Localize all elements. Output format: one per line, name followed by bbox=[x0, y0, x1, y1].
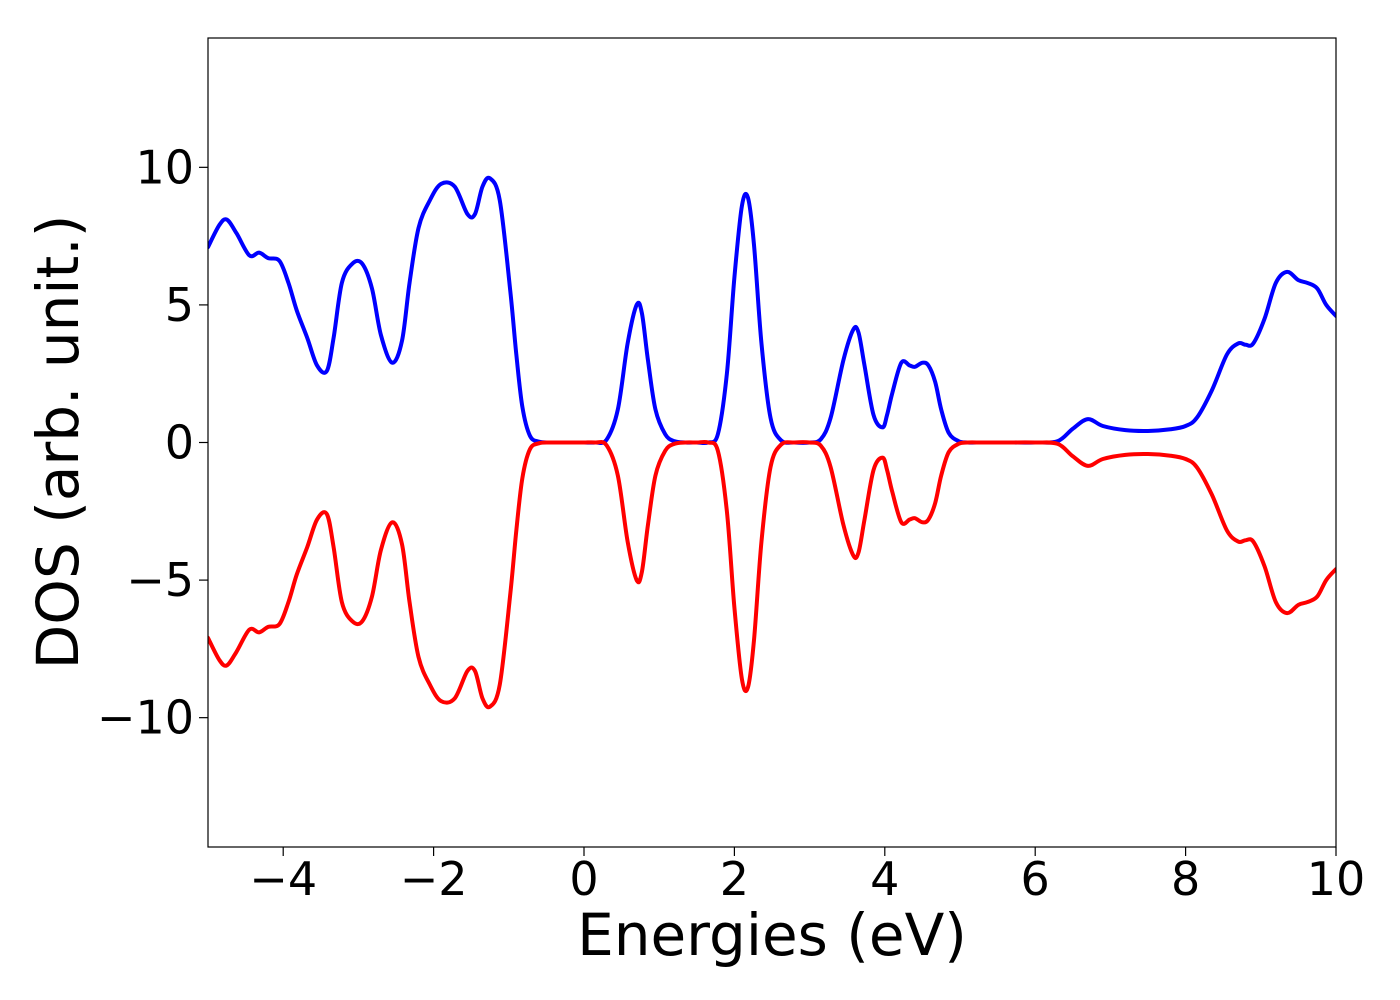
x-tick-label: 8 bbox=[1171, 852, 1200, 906]
y-axis-label: DOS (arb. unit.) bbox=[24, 215, 92, 670]
y-tick-label: −10 bbox=[97, 691, 194, 745]
x-tick-label: −2 bbox=[400, 852, 468, 906]
series-line-spin-up bbox=[208, 175, 1336, 446]
x-tick-label: −4 bbox=[249, 852, 317, 906]
y-tick-label: 0 bbox=[165, 416, 194, 470]
series-layer bbox=[208, 175, 1336, 710]
y-tick-label: 5 bbox=[165, 278, 194, 332]
x-tick-label: 2 bbox=[720, 852, 749, 906]
y-tick-label: 10 bbox=[135, 140, 194, 194]
x-tick-label: 10 bbox=[1307, 852, 1366, 906]
x-tick-label: 4 bbox=[870, 852, 899, 906]
plot-frame bbox=[207, 37, 1337, 848]
x-tick-label: 0 bbox=[569, 852, 598, 906]
series-line-spin-down bbox=[208, 439, 1336, 710]
x-tick-label: 6 bbox=[1021, 852, 1050, 906]
y-axis: −10 −5 0 5 10 bbox=[97, 140, 208, 745]
x-axis-label: Energies (eV) bbox=[577, 901, 967, 969]
y-tick-label: −5 bbox=[126, 553, 194, 607]
x-axis: −4 −2 0 2 4 6 8 10 bbox=[249, 847, 1365, 906]
